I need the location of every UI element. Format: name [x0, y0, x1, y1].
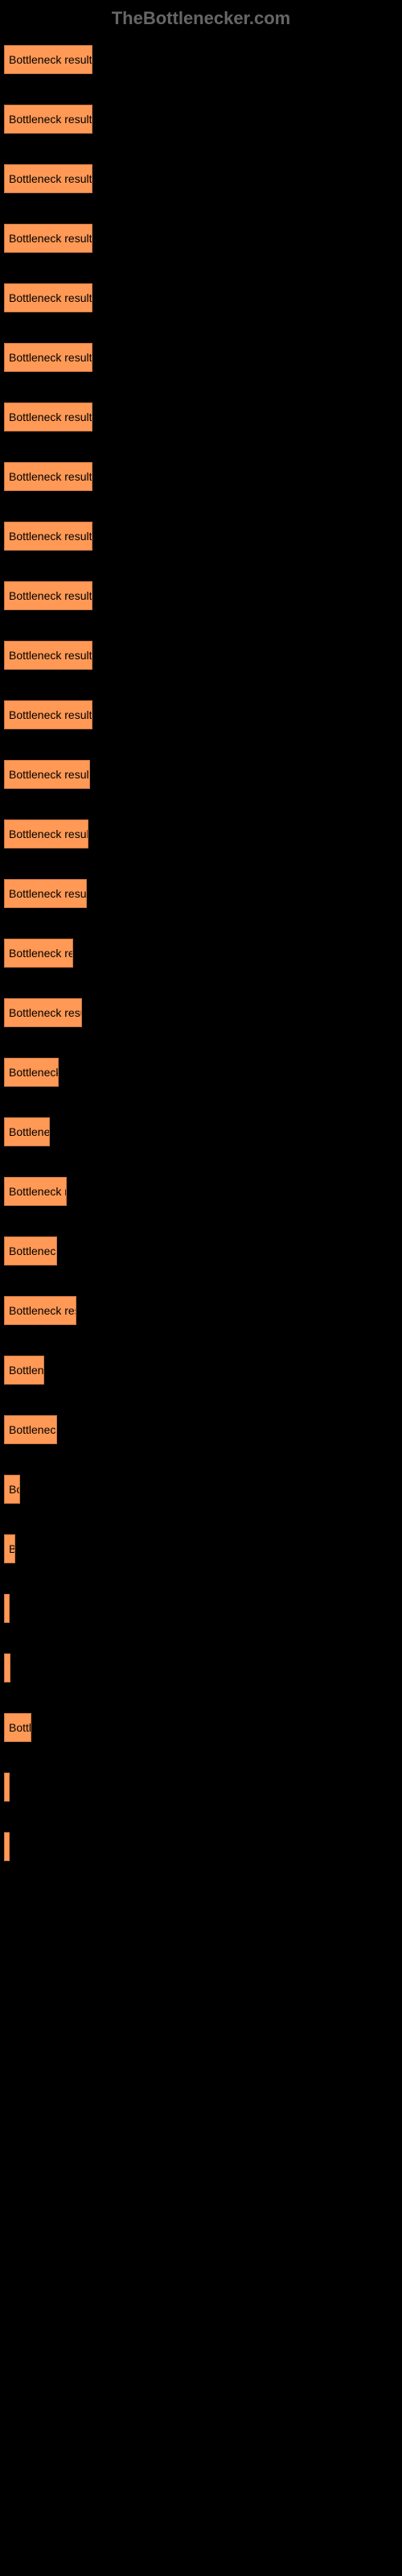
chart-bar: Bottleneck result: [4, 581, 92, 610]
chart-bar: B: [4, 1534, 15, 1563]
chart-bar: Bottleneck result: [4, 45, 92, 74]
bar-row: Bottlene: [4, 1117, 398, 1146]
chart-bar: Bottleneck: [4, 1058, 59, 1087]
chart-bar: Bottleneck result: [4, 879, 87, 908]
chart-bar: Bottleneck re: [4, 939, 73, 968]
bar-row: Bottleneck result: [4, 224, 398, 253]
bar-row: Bottleneck re: [4, 939, 398, 968]
chart-bar: [4, 1594, 10, 1623]
chart-bar: Bottleneck: [4, 1415, 57, 1444]
bar-row: Bottleneck result: [4, 581, 398, 610]
chart-bar: F: [4, 1653, 10, 1682]
bar-row: B: [4, 1534, 398, 1563]
bar-row: Bottl: [4, 1713, 398, 1742]
chart-bar: Bottlen: [4, 1356, 44, 1385]
chart-bar: Bottleneck: [4, 1236, 57, 1265]
chart-bar: Bottleneck result: [4, 105, 92, 134]
bar-row: Bottleneck result: [4, 343, 398, 372]
chart-bar: Bottleneck res: [4, 1296, 76, 1325]
bar-row: Bottleneck result: [4, 819, 398, 848]
chart-bar: Bottleneck result: [4, 224, 92, 253]
chart-bar: Bo: [4, 1475, 20, 1504]
bar-row: Bottleneck result: [4, 105, 398, 134]
bar-row: [4, 1832, 398, 1861]
bar-chart: Bottleneck result Bottleneck result Bottle…: [0, 37, 402, 1900]
bar-row: Bottleneck result: [4, 760, 398, 789]
bar-row: Bottleneck: [4, 1415, 398, 1444]
bar-row: Bottleneck result: [4, 879, 398, 908]
chart-bar: Bottleneck result: [4, 522, 92, 551]
site-title: TheBottlenecker.com: [112, 8, 291, 28]
chart-bar: Bottleneck resul: [4, 998, 82, 1027]
chart-bar: Bottleneck result: [4, 402, 92, 431]
chart-bar: Bottleneck result: [4, 760, 90, 789]
chart-bar: [4, 1773, 10, 1802]
bar-row: Bottlen: [4, 1356, 398, 1385]
bar-row: Bo: [4, 1475, 398, 1504]
chart-bar: Bottleneck result: [4, 641, 92, 670]
bar-row: Bottleneck result: [4, 700, 398, 729]
bar-row: Bottleneck result: [4, 164, 398, 193]
chart-bar: Bottleneck result: [4, 700, 92, 729]
bar-row: [4, 1594, 398, 1623]
chart-bar: Bottleneck r: [4, 1177, 67, 1206]
bar-row: F: [4, 1653, 398, 1682]
chart-bar: Bottleneck result: [4, 343, 92, 372]
chart-bar: [4, 1832, 10, 1861]
chart-bar: Bottl: [4, 1713, 31, 1742]
bar-row: Bottleneck r: [4, 1177, 398, 1206]
bar-row: Bottleneck result: [4, 402, 398, 431]
chart-bar: Bottlene: [4, 1117, 50, 1146]
bar-row: Bottleneck: [4, 1058, 398, 1087]
chart-bar: Bottleneck result: [4, 462, 92, 491]
bar-row: Bottleneck result: [4, 462, 398, 491]
bar-row: Bottleneck res: [4, 1296, 398, 1325]
site-header: TheBottlenecker.com: [0, 0, 402, 37]
bar-row: Bottleneck result: [4, 283, 398, 312]
bar-row: Bottleneck resul: [4, 998, 398, 1027]
bar-row: Bottleneck result: [4, 641, 398, 670]
bar-row: Bottleneck result: [4, 522, 398, 551]
bar-row: [4, 1773, 398, 1802]
bar-row: Bottleneck: [4, 1236, 398, 1265]
chart-bar: Bottleneck result: [4, 283, 92, 312]
chart-bar: Bottleneck result: [4, 164, 92, 193]
chart-bar: Bottleneck result: [4, 819, 88, 848]
bar-row: Bottleneck result: [4, 45, 398, 74]
